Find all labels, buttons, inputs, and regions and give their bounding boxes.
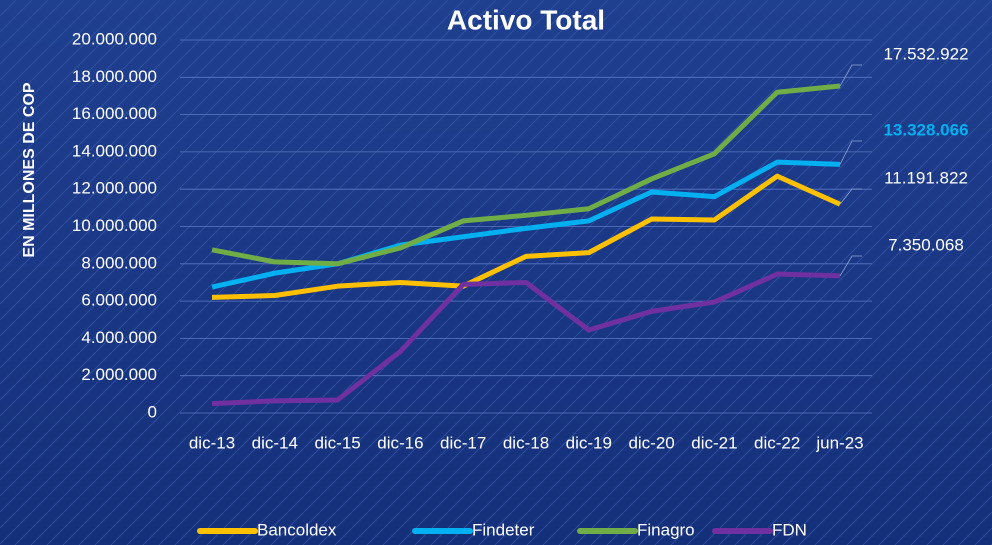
legend-label: Finagro [637, 520, 695, 539]
x-tick-label: dic-21 [691, 433, 737, 452]
data-label: 13.328.066 [883, 120, 968, 139]
y-tick-label: 0 [148, 402, 157, 421]
x-tick-label: jun-23 [815, 433, 863, 452]
leader-line [839, 255, 862, 277]
y-tick-label: 2.000.000 [81, 365, 157, 384]
x-tick-label: dic-14 [252, 433, 298, 452]
x-tick-label: dic-16 [377, 433, 423, 452]
y-tick-label: 12.000.000 [72, 179, 157, 198]
y-tick-label: 8.000.000 [81, 253, 157, 272]
x-tick-label: dic-17 [440, 433, 486, 452]
y-axis-label: EN MILLONES DE COP [21, 82, 38, 257]
leader-line [839, 140, 862, 165]
x-tick-label: dic-18 [503, 433, 549, 452]
series-line [211, 173, 842, 300]
leader-line [839, 188, 862, 205]
chart-title: Activo Total [447, 4, 605, 35]
x-tick-label: dic-13 [189, 433, 235, 452]
y-tick-label: 6.000.000 [81, 291, 157, 310]
x-tick-label: dic-22 [754, 433, 800, 452]
x-tick-label: dic-15 [314, 433, 360, 452]
y-tick-label: 16.000.000 [72, 104, 157, 123]
series-line [211, 271, 841, 407]
series-line [211, 159, 841, 290]
series-line [211, 83, 841, 267]
x-tick-label: dic-19 [566, 433, 612, 452]
y-tick-label: 14.000.000 [72, 141, 157, 160]
y-tick-label: 20.000.000 [72, 29, 157, 48]
leader-line [839, 64, 862, 87]
y-tick-label: 4.000.000 [81, 328, 157, 347]
data-label: 17.532.922 [883, 44, 968, 63]
y-tick-label: 10.000.000 [72, 216, 157, 235]
y-tick-label: 18.000.000 [72, 67, 157, 86]
legend-label: FDN [772, 520, 807, 539]
legend-label: Findeter [472, 520, 535, 539]
data-label: 7.350.068 [888, 235, 964, 254]
legend-label: Bancoldex [257, 520, 337, 539]
x-tick-label: dic-20 [628, 433, 674, 452]
data-label: 11.191.822 [884, 168, 968, 187]
